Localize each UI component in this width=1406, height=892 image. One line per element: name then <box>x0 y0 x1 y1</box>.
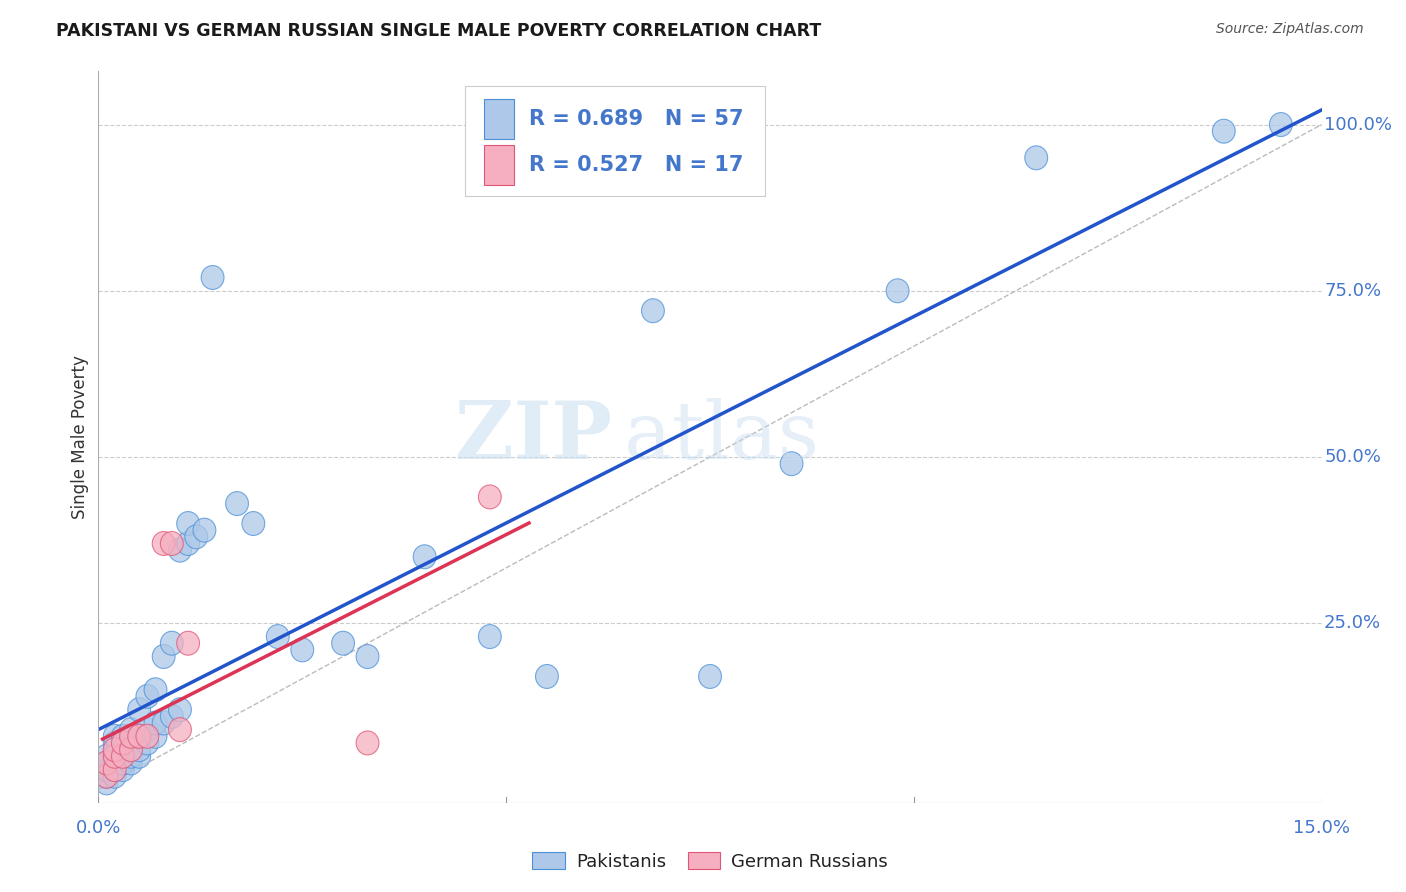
Ellipse shape <box>120 738 142 762</box>
Ellipse shape <box>160 705 183 729</box>
Ellipse shape <box>111 731 135 755</box>
Ellipse shape <box>225 491 249 516</box>
Ellipse shape <box>111 744 135 768</box>
Ellipse shape <box>266 624 290 648</box>
Ellipse shape <box>103 738 127 762</box>
Ellipse shape <box>103 744 127 768</box>
Ellipse shape <box>356 645 380 668</box>
Text: Source: ZipAtlas.com: Source: ZipAtlas.com <box>1216 22 1364 37</box>
Ellipse shape <box>699 665 721 689</box>
Ellipse shape <box>201 266 224 290</box>
Ellipse shape <box>184 524 208 549</box>
Ellipse shape <box>242 511 264 535</box>
Ellipse shape <box>143 711 167 735</box>
Text: R = 0.527   N = 17: R = 0.527 N = 17 <box>529 154 744 175</box>
Ellipse shape <box>136 718 159 741</box>
Ellipse shape <box>128 738 150 762</box>
Text: 100.0%: 100.0% <box>1324 116 1392 134</box>
Ellipse shape <box>120 738 142 762</box>
Ellipse shape <box>152 711 176 735</box>
Ellipse shape <box>177 632 200 656</box>
Ellipse shape <box>103 744 127 768</box>
Ellipse shape <box>193 518 217 542</box>
Ellipse shape <box>536 665 558 689</box>
Ellipse shape <box>478 624 502 648</box>
Ellipse shape <box>177 532 200 556</box>
Ellipse shape <box>96 764 118 789</box>
Ellipse shape <box>169 698 191 722</box>
Ellipse shape <box>780 451 803 475</box>
Ellipse shape <box>103 757 127 781</box>
Ellipse shape <box>103 751 127 775</box>
Ellipse shape <box>111 724 135 748</box>
Ellipse shape <box>128 724 150 748</box>
Text: ZIP: ZIP <box>456 398 612 476</box>
Ellipse shape <box>120 751 142 775</box>
Ellipse shape <box>136 724 159 748</box>
Ellipse shape <box>177 511 200 535</box>
Ellipse shape <box>886 279 910 302</box>
Ellipse shape <box>111 751 135 775</box>
Ellipse shape <box>1270 112 1292 136</box>
Ellipse shape <box>103 757 127 781</box>
Text: 0.0%: 0.0% <box>76 819 121 837</box>
Text: 15.0%: 15.0% <box>1294 819 1350 837</box>
Ellipse shape <box>143 678 167 702</box>
Ellipse shape <box>120 744 142 768</box>
Ellipse shape <box>128 744 150 768</box>
Text: atlas: atlas <box>624 398 820 476</box>
FancyBboxPatch shape <box>465 86 765 195</box>
Bar <box>484 99 515 139</box>
Ellipse shape <box>96 751 118 775</box>
Text: Single Male Poverty: Single Male Poverty <box>70 355 89 519</box>
Ellipse shape <box>96 764 118 789</box>
Ellipse shape <box>641 299 665 323</box>
Ellipse shape <box>128 698 150 722</box>
Ellipse shape <box>413 545 436 569</box>
Ellipse shape <box>169 718 191 741</box>
Ellipse shape <box>143 724 167 748</box>
Ellipse shape <box>120 718 142 741</box>
Ellipse shape <box>152 645 176 668</box>
Ellipse shape <box>160 532 183 556</box>
Ellipse shape <box>1212 120 1236 144</box>
Ellipse shape <box>96 771 118 795</box>
Ellipse shape <box>96 744 118 768</box>
Legend: Pakistanis, German Russians: Pakistanis, German Russians <box>526 845 894 878</box>
Ellipse shape <box>96 751 118 775</box>
Ellipse shape <box>128 724 150 748</box>
Ellipse shape <box>111 757 135 781</box>
Text: R = 0.689   N = 57: R = 0.689 N = 57 <box>529 109 744 129</box>
Ellipse shape <box>103 731 127 755</box>
Ellipse shape <box>478 485 502 509</box>
Ellipse shape <box>136 731 159 755</box>
Ellipse shape <box>152 532 176 556</box>
Text: 50.0%: 50.0% <box>1324 448 1381 466</box>
Text: PAKISTANI VS GERMAN RUSSIAN SINGLE MALE POVERTY CORRELATION CHART: PAKISTANI VS GERMAN RUSSIAN SINGLE MALE … <box>56 22 821 40</box>
Ellipse shape <box>103 764 127 789</box>
Text: 25.0%: 25.0% <box>1324 615 1381 632</box>
Ellipse shape <box>1025 145 1047 169</box>
Ellipse shape <box>160 632 183 656</box>
Ellipse shape <box>111 744 135 768</box>
Ellipse shape <box>103 724 127 748</box>
Ellipse shape <box>120 724 142 748</box>
Ellipse shape <box>332 632 354 656</box>
Ellipse shape <box>111 738 135 762</box>
Text: 75.0%: 75.0% <box>1324 282 1381 300</box>
Ellipse shape <box>169 538 191 562</box>
Ellipse shape <box>291 638 314 662</box>
Ellipse shape <box>356 731 380 755</box>
Ellipse shape <box>96 757 118 781</box>
Ellipse shape <box>136 684 159 708</box>
Bar <box>484 145 515 185</box>
